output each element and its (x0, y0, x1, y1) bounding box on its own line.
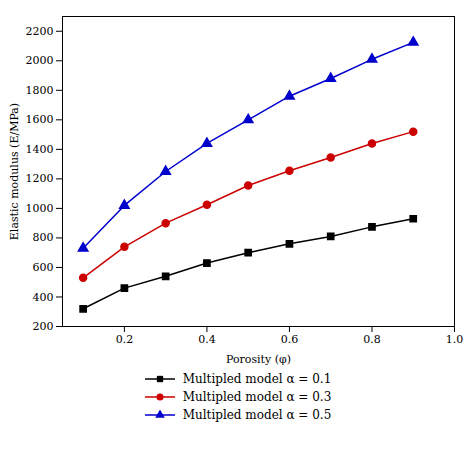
html-text:Multipled model α = 0.1: Multipled model α = 0.1 (182, 372, 332, 386)
svg-text:1800: 1800 (26, 84, 54, 97)
svg-text:800: 800 (33, 231, 54, 244)
svg-text:0.8: 0.8 (363, 333, 381, 346)
svg-text:1000: 1000 (26, 202, 54, 215)
svg-text:1.0: 1.0 (446, 333, 464, 346)
svg-text:1600: 1600 (26, 113, 54, 126)
svg-text:400: 400 (33, 290, 54, 303)
html-text:Multipled model α = 0.5: Multipled model α = 0.5 (182, 408, 332, 422)
svg-text:0.2: 0.2 (116, 333, 134, 346)
html-text:Multipled model α = 0.3: Multipled model α = 0.3 (182, 390, 332, 404)
svg-text:1400: 1400 (26, 143, 54, 156)
svg-text:Elastic modulus (E/MPa): Elastic modulus (E/MPa) (8, 103, 21, 240)
svg-text:0.4: 0.4 (198, 333, 216, 346)
svg-text:2200: 2200 (26, 25, 54, 38)
svg-text:2000: 2000 (26, 54, 54, 67)
svg-text:200: 200 (33, 320, 54, 333)
svg-text:600: 600 (33, 261, 54, 274)
svg-text:Porosity (φ): Porosity (φ) (226, 353, 291, 366)
svg-text:1200: 1200 (26, 172, 54, 185)
svg-text:0.6: 0.6 (281, 333, 299, 346)
